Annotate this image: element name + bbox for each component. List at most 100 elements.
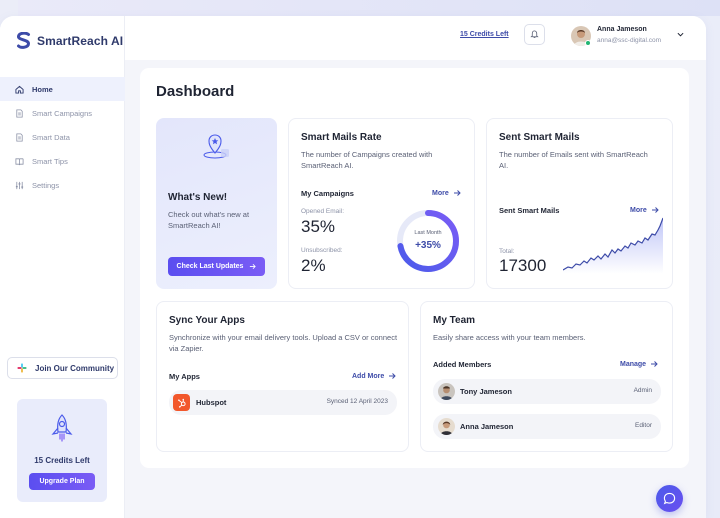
arrow-right-icon (250, 264, 257, 269)
total-value: 17300 (499, 256, 547, 275)
join-community-button[interactable]: Join Our Community (7, 357, 118, 379)
background-top-band (0, 0, 720, 16)
online-status-dot (585, 40, 591, 46)
arrow-right-icon (389, 373, 396, 379)
whats-new-title: What's New! (168, 192, 228, 203)
community-label: Join Our Community (35, 363, 115, 373)
avatar (438, 418, 455, 435)
sliders-icon (15, 181, 24, 189)
slack-icon (17, 363, 27, 373)
more-label: More (432, 189, 449, 197)
app-name-hubspot: Hubspot (196, 398, 227, 407)
sidebar-nav: Home Smart Campaigns Smart Data Smart Ti… (0, 77, 125, 197)
person-photo-icon (438, 418, 455, 435)
sent-smart-mails-card: Sent Smart Mails The number of Emails se… (486, 118, 673, 289)
my-team-title: My Team (433, 315, 476, 326)
whats-new-description: Check out what's new at SmartReach AI! (168, 210, 250, 230)
sent-smart-mails-heading: Sent Smart Mails (499, 206, 560, 215)
sidebar-item-smart-campaigns[interactable]: Smart Campaigns (0, 101, 125, 125)
donut-value: +35% (415, 240, 441, 251)
sidebar-item-label: Home (32, 84, 53, 94)
sent-mails-more-link[interactable]: More (630, 206, 659, 214)
last-month-donut-chart (397, 210, 459, 272)
sent-smart-mails-title: Sent Smart Mails (499, 132, 580, 143)
my-campaigns-heading: My Campaigns (301, 189, 354, 198)
opened-email-label: Opened Email: (301, 208, 344, 215)
upgrade-credits-text: 15 Credits Left (34, 456, 90, 465)
avatar (438, 383, 455, 400)
app-window: SmartReach AI Home Smart Campaigns Smart… (0, 16, 706, 518)
bell-icon (530, 30, 539, 39)
upgrade-plan-button[interactable]: Upgrade Plan (29, 473, 95, 490)
arrow-right-icon (453, 190, 461, 196)
my-team-card: My Team Easily share access with your te… (420, 301, 673, 452)
my-team-description: Easily share access with your team membe… (433, 333, 586, 342)
sidebar-item-label: Smart Campaigns (32, 108, 93, 118)
manage-team-link[interactable]: Manage (620, 360, 658, 368)
logo[interactable]: SmartReach AI (16, 32, 123, 49)
sidebar-item-settings[interactable]: Settings (0, 173, 125, 197)
user-email: anna@ssc-digital.com (597, 37, 662, 44)
chat-button[interactable] (656, 485, 683, 512)
smart-mails-rate-description: The number of Campaigns created with Sma… (301, 150, 433, 170)
smartreach-logo-icon (17, 32, 31, 49)
chat-bubble-icon (663, 492, 676, 505)
sent-mails-sparkline (563, 217, 663, 274)
whats-new-card: What's New! Check out what's new at Smar… (156, 118, 277, 289)
opened-email-value: 35% (301, 217, 336, 236)
hubspot-logo-icon (177, 398, 186, 408)
member-role: Editor (635, 422, 652, 429)
arrow-right-icon (651, 361, 658, 367)
added-members-heading: Added Members (433, 360, 492, 369)
location-star-icon (203, 134, 229, 159)
member-name: Anna Jameson (460, 422, 514, 431)
sidebar-item-smart-tips[interactable]: Smart Tips (0, 149, 125, 173)
more-label: More (630, 206, 647, 214)
sync-apps-title: Sync Your Apps (169, 315, 245, 326)
rocket-icon (51, 414, 73, 442)
member-role: Admin (633, 387, 652, 394)
app-row-hubspot[interactable]: Hubspot Synced 12 April 2023 (169, 390, 397, 415)
add-more-apps-link[interactable]: Add More (352, 372, 396, 380)
dashboard-panel: Dashboard What's New! Check out what's n… (140, 68, 689, 468)
home-icon (15, 85, 24, 94)
document-icon (16, 108, 23, 118)
main-content: Dashboard What's New! Check out what's n… (125, 60, 706, 518)
sidebar-item-label: Settings (32, 180, 60, 190)
page-title: Dashboard (156, 83, 235, 100)
sidebar-item-smart-data[interactable]: Smart Data (0, 125, 125, 149)
unsubscribed-label: Unsubscribed: (301, 247, 343, 254)
team-member-row[interactable]: Anna Jameson Editor (433, 414, 661, 439)
sidebar-item-label: Smart Data (32, 132, 70, 142)
add-more-label: Add More (352, 372, 385, 380)
donut-label: Last Month (414, 230, 442, 236)
hubspot-icon (173, 394, 190, 411)
manage-label: Manage (620, 360, 647, 368)
unsubscribed-value: 2% (301, 256, 326, 275)
person-photo-icon (438, 383, 455, 400)
check-last-updates-button[interactable]: Check Last Updates (168, 257, 265, 276)
member-name: Tony Jameson (460, 387, 512, 396)
sidebar: SmartReach AI Home Smart Campaigns Smart… (0, 16, 125, 518)
sync-apps-description: Synchronize with your email delivery too… (169, 333, 398, 353)
check-last-updates-label: Check Last Updates (176, 263, 244, 270)
sidebar-item-home[interactable]: Home (0, 77, 125, 101)
app-name: SmartReach AI (37, 33, 124, 48)
team-member-row[interactable]: Tony Jameson Admin (433, 379, 661, 404)
smart-mails-rate-title: Smart Mails Rate (301, 132, 382, 143)
document-icon (16, 132, 23, 142)
upgrade-card: 15 Credits Left Upgrade Plan (17, 399, 107, 502)
chevron-down-icon[interactable] (677, 31, 684, 38)
smart-mails-rate-card: Smart Mails Rate The number of Campaigns… (288, 118, 475, 289)
sidebar-item-label: Smart Tips (32, 156, 68, 166)
notification-button[interactable] (524, 24, 545, 45)
campaigns-more-link[interactable]: More (432, 189, 461, 197)
credits-left-link[interactable]: 15 Credits Left (460, 31, 509, 38)
app-sync-status: Synced 12 April 2023 (326, 398, 388, 405)
sync-apps-card: Sync Your Apps Synchronize with your ema… (156, 301, 409, 452)
user-name: Anna Jameson (597, 26, 647, 33)
my-apps-heading: My Apps (169, 372, 200, 381)
arrow-right-icon (651, 207, 659, 213)
sent-smart-mails-description: The number of Emails sent with SmartReac… (499, 150, 648, 170)
total-label: Total: (499, 248, 515, 255)
